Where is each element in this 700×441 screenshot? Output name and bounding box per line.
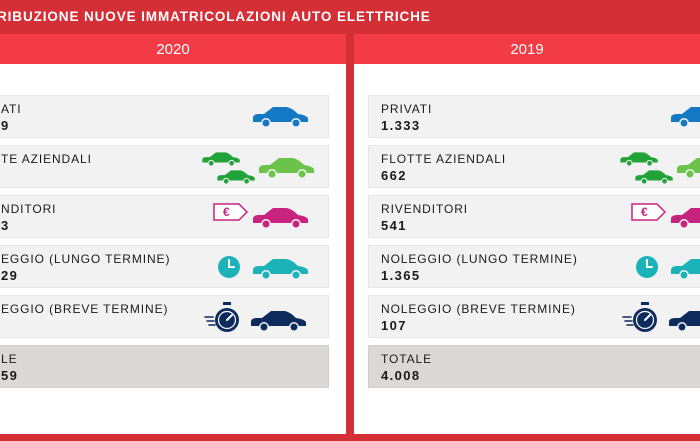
row-value: 1.333: [381, 118, 421, 133]
row-rivenditori: RIVENDITORI 541 €: [368, 195, 700, 238]
row-flotte-aziendali: TE AZIENDALI: [0, 145, 329, 188]
row-label: ATI: [1, 102, 22, 116]
row-privati: PRIVATI 1.333: [368, 95, 700, 138]
euro-tag-car-icon: €: [213, 203, 308, 229]
row-noleggio-breve: EGGIO (BREVE TERMINE): [0, 295, 329, 338]
row-label: EGGIO (LUNGO TERMINE): [1, 252, 171, 266]
stopwatch-car-icon: [204, 302, 306, 332]
title-bar: RIBUZIONE NUOVE IMMATRICOLAZIONI AUTO EL…: [0, 0, 700, 32]
euro-tag-car-icon: €: [631, 203, 700, 229]
year-header: 2019: [354, 34, 700, 64]
car-icon: [671, 107, 700, 128]
row-noleggio-lungo: NOLEGGIO (LUNGO TERMINE) 1.365: [368, 245, 700, 288]
svg-text:€: €: [641, 205, 648, 219]
row-flotte-aziendali: FLOTTE AZIENDALI 662: [368, 145, 700, 188]
row-value: 59: [1, 368, 19, 383]
row-label: FLOTTE AZIENDALI: [381, 152, 507, 166]
row-value: 4.008: [381, 368, 421, 383]
svg-text:€: €: [223, 205, 230, 219]
row-value: 541: [381, 218, 407, 233]
year-column-2020: 2020 ATI 9 TE AZIENDALI: [0, 34, 346, 434]
row-label: TOTALE: [381, 352, 432, 366]
row-label: NOLEGGIO (LUNGO TERMINE): [381, 252, 578, 266]
row-value: 3: [1, 218, 10, 233]
row-value: 107: [381, 318, 407, 333]
infographic-title: RIBUZIONE NUOVE IMMATRICOLAZIONI AUTO EL…: [0, 9, 431, 24]
stopwatch-car-icon: [622, 302, 700, 332]
row-label: TE AZIENDALI: [1, 152, 92, 166]
row-label: PRIVATI: [381, 102, 433, 116]
car-icon: [253, 107, 308, 128]
year-header: 2020: [0, 34, 346, 64]
year-column-2019: 2019 PRIVATI 1.333 FLOTTE AZIENDALI 662: [354, 34, 700, 434]
clock-car-icon: [218, 256, 308, 280]
row-noleggio-lungo: EGGIO (LUNGO TERMINE) 29: [0, 245, 329, 288]
row-totale: LE 59: [0, 345, 329, 388]
clock-car-icon: [636, 256, 700, 280]
row-label: NDITORI: [1, 202, 57, 216]
row-rivenditori: NDITORI 3 €: [0, 195, 329, 238]
row-value: 1.365: [381, 268, 421, 283]
row-label: LE: [1, 352, 18, 366]
row-value: 29: [1, 268, 19, 283]
fleet-cars-icon: [202, 152, 314, 185]
row-value: 662: [381, 168, 407, 183]
row-label: EGGIO (BREVE TERMINE): [1, 302, 169, 316]
fleet-cars-icon: [620, 152, 700, 185]
row-label: RIVENDITORI: [381, 202, 469, 216]
row-value: 9: [1, 118, 10, 133]
row-totale: TOTALE 4.008: [368, 345, 700, 388]
row-label: NOLEGGIO (BREVE TERMINE): [381, 302, 576, 316]
row-noleggio-breve: NOLEGGIO (BREVE TERMINE) 107: [368, 295, 700, 338]
row-privati: ATI 9: [0, 95, 329, 138]
